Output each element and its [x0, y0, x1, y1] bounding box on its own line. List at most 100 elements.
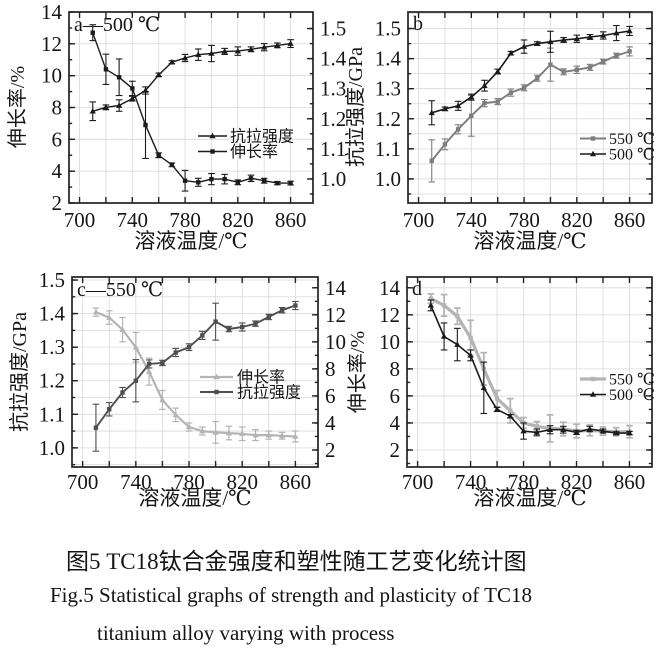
svg-text:550 ℃: 550 ℃ — [609, 131, 655, 148]
svg-text:6: 6 — [52, 127, 63, 151]
svg-text:8: 8 — [325, 357, 336, 381]
series-b-1 — [428, 24, 633, 126]
svg-text:14: 14 — [41, 0, 63, 24]
svg-text:8: 8 — [52, 96, 63, 120]
svg-text:溶液温度/℃: 溶液温度/℃ — [473, 486, 586, 510]
axes-frame — [407, 11, 653, 204]
svg-text:1.0: 1.0 — [375, 167, 401, 191]
svg-text:14: 14 — [379, 276, 401, 300]
svg-text:8: 8 — [390, 357, 401, 381]
svg-text:12: 12 — [325, 303, 346, 327]
svg-text:4: 4 — [390, 411, 401, 435]
svg-text:2: 2 — [325, 438, 336, 462]
series-c-1 — [92, 300, 299, 452]
svg-text:820: 820 — [222, 208, 254, 232]
svg-text:780: 780 — [508, 208, 540, 232]
axes-frame — [68, 11, 314, 204]
svg-text:1.4: 1.4 — [39, 302, 66, 326]
svg-text:860: 860 — [614, 470, 646, 494]
svg-text:a—500 ℃: a—500 ℃ — [74, 14, 160, 36]
figure-caption-en-line2: titanium alloy varying with process — [97, 621, 395, 645]
svg-text:700: 700 — [402, 470, 434, 494]
svg-text:860: 860 — [280, 470, 312, 494]
svg-text:1.5: 1.5 — [320, 17, 346, 41]
svg-text:780: 780 — [173, 470, 205, 494]
svg-text:700: 700 — [403, 208, 435, 232]
svg-text:1.1: 1.1 — [320, 137, 346, 161]
svg-text:1.3: 1.3 — [39, 335, 65, 359]
svg-text:4: 4 — [52, 159, 63, 183]
svg-text:780: 780 — [508, 470, 540, 494]
panel-a: 700 740 780 820 860 2 4 6 8 10 12 14 1.0 1.1 1.2 1.3 1.4… — [6, 0, 347, 253]
charts-canvas: 700 740 780 820 860 2 4 6 8 10 12 14 1.0 1.1 1.2 1.3 1.4… — [6, 0, 655, 510]
svg-text:1.3: 1.3 — [375, 77, 401, 101]
svg-text:1.3: 1.3 — [320, 77, 346, 101]
svg-text:1.4: 1.4 — [375, 47, 402, 71]
svg-text:740: 740 — [120, 470, 152, 494]
gridlines — [72, 277, 318, 467]
svg-text:740: 740 — [455, 470, 487, 494]
svg-text:d: d — [412, 278, 422, 300]
svg-text:12: 12 — [379, 303, 400, 327]
panel-d: 700 740 780 820 860 2 4 6 8 10 12 14 d 溶液温度/℃ 伸长率/% 550… — [346, 276, 655, 510]
svg-text:c—550 ℃: c—550 ℃ — [77, 279, 163, 301]
svg-text:500 ℃: 500 ℃ — [609, 387, 655, 404]
gridlines — [69, 11, 313, 204]
svg-text:伸长率/%: 伸长率/% — [346, 331, 369, 413]
figure-caption-zh: 图5 TC18钛合金强度和塑性随工艺变化统计图 — [66, 549, 527, 574]
svg-text:伸长率: 伸长率 — [230, 143, 278, 161]
axes-frame — [71, 276, 319, 468]
svg-text:10: 10 — [379, 330, 400, 354]
svg-text:780: 780 — [169, 208, 201, 232]
svg-text:1.2: 1.2 — [320, 107, 346, 131]
svg-text:10: 10 — [41, 64, 62, 88]
series-a-1 — [89, 24, 294, 192]
series-a-0 — [89, 39, 294, 122]
svg-text:500 ℃: 500 ℃ — [609, 147, 655, 164]
svg-text:1.2: 1.2 — [375, 107, 401, 131]
svg-text:1.0: 1.0 — [320, 167, 346, 191]
svg-text:1.5: 1.5 — [39, 268, 65, 292]
svg-text:740: 740 — [456, 208, 488, 232]
svg-text:1.4: 1.4 — [320, 47, 347, 71]
svg-text:1.1: 1.1 — [375, 137, 401, 161]
panel-b: 700 740 780 820 860 1.0 1.1 1.2 1.3 1.4 1.5 b 溶液温度/℃… — [344, 11, 655, 253]
svg-text:4: 4 — [325, 411, 336, 435]
svg-text:抗拉强度: 抗拉强度 — [230, 128, 294, 146]
svg-text:抗拉强度/GPa: 抗拉强度/GPa — [8, 312, 31, 432]
svg-text:1.1: 1.1 — [39, 402, 65, 426]
svg-text:700: 700 — [64, 208, 96, 232]
svg-text:溶液温度/℃: 溶液温度/℃ — [134, 229, 247, 253]
svg-text:伸长率/%: 伸长率/% — [6, 66, 29, 148]
svg-text:820: 820 — [561, 208, 593, 232]
svg-text:抗拉强度/GPa: 抗拉强度/GPa — [344, 47, 367, 167]
svg-text:溶液温度/℃: 溶液温度/℃ — [473, 229, 586, 253]
axes-frame — [406, 276, 653, 468]
svg-text:2: 2 — [390, 438, 401, 462]
svg-text:10: 10 — [325, 330, 346, 354]
svg-text:6: 6 — [325, 384, 336, 408]
svg-text:860: 860 — [275, 208, 307, 232]
panel-c: 700 740 780 820 860 1.0 1.1 1.2 1.3 1.4 1.5 2 4 6 8 10 1… — [8, 268, 347, 510]
series-d-0 — [427, 293, 633, 443]
figure-caption-en-line1: Fig.5 Statistical graphs of strength and… — [50, 583, 532, 607]
svg-text:b: b — [413, 13, 423, 35]
svg-text:2: 2 — [52, 191, 63, 215]
svg-text:6: 6 — [390, 384, 401, 408]
svg-text:860: 860 — [614, 208, 646, 232]
svg-text:抗拉强度: 抗拉强度 — [237, 384, 301, 402]
svg-text:740: 740 — [117, 208, 149, 232]
series-b-0 — [428, 46, 633, 183]
series-d-1 — [427, 299, 633, 440]
svg-text:700: 700 — [67, 470, 99, 494]
svg-text:12: 12 — [41, 32, 62, 56]
svg-text:820: 820 — [561, 470, 593, 494]
svg-text:1.0: 1.0 — [39, 436, 65, 460]
svg-text:溶液温度/℃: 溶液温度/℃ — [138, 486, 251, 510]
svg-text:伸长率: 伸长率 — [237, 369, 285, 387]
